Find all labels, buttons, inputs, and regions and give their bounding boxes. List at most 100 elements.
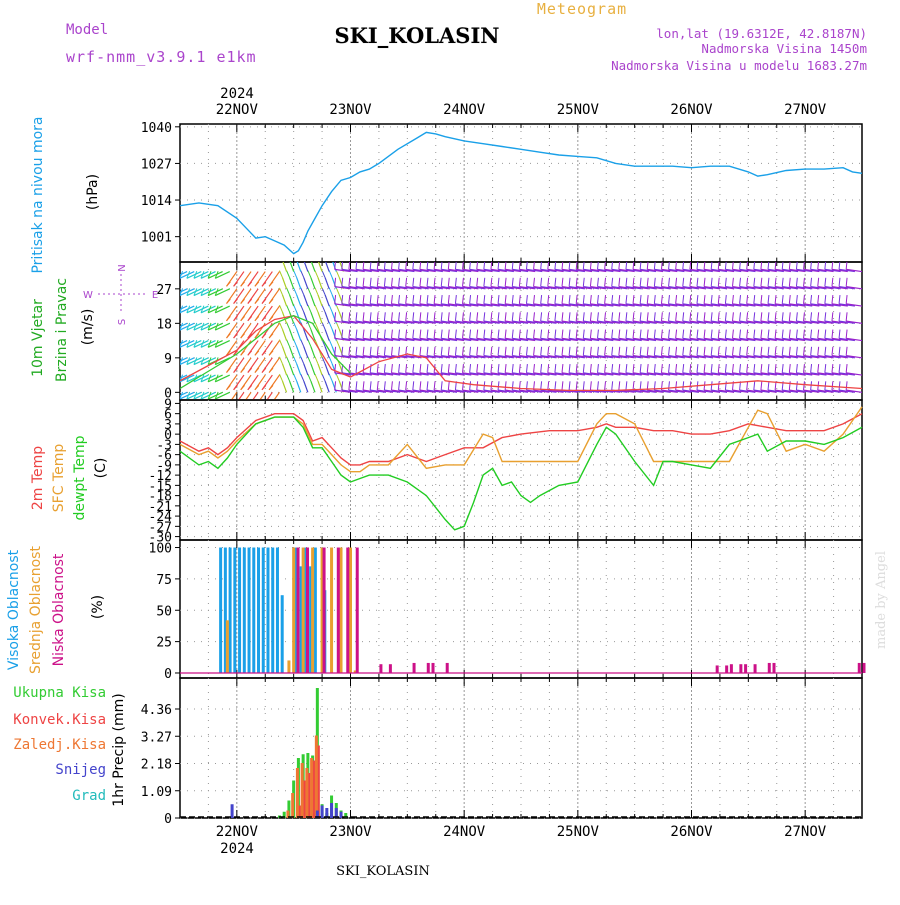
- wind-barb-flag: [476, 262, 479, 270]
- wind-barb-flag: [412, 346, 415, 356]
- cloud-bar: [349, 547, 352, 673]
- wind-barb: [817, 389, 834, 393]
- wind-barb-flag: [214, 340, 219, 348]
- wind-barb: [625, 286, 642, 290]
- wind-barb: [640, 303, 657, 307]
- wind-barb-flag: [604, 363, 607, 373]
- wind-barb-flag: [497, 277, 500, 287]
- wind-barb-flag: [180, 271, 184, 279]
- wind-barb-flag: [226, 281, 231, 287]
- wind-barb: [341, 286, 358, 290]
- ytick-label: 0: [164, 812, 172, 827]
- top-date-label: 26NOV: [670, 102, 713, 118]
- wind-barb: [441, 268, 458, 273]
- cloud-bar: [225, 620, 229, 673]
- wind-barb: [448, 320, 465, 324]
- wind-barb: [355, 389, 372, 393]
- wind-barb-flag: [383, 262, 386, 270]
- wind-barb-flag: [547, 312, 550, 322]
- wind-barb-flag: [611, 277, 614, 287]
- wind-barb-flag: [611, 381, 614, 391]
- wind-barb: [767, 372, 784, 376]
- wind-barb: [497, 337, 514, 342]
- wind-barb-flag: [447, 277, 450, 287]
- wind-barb-flag: [760, 277, 763, 287]
- wind-barb-flag: [817, 346, 820, 356]
- wind-barb-flag: [753, 329, 756, 339]
- wind-barb: [647, 320, 664, 324]
- wind-barb: [419, 268, 436, 273]
- wind-barb-flag: [278, 287, 283, 296]
- wind-barb-flag: [440, 363, 443, 373]
- wind-barb-flag: [845, 294, 848, 304]
- ytick-label: 1027: [141, 157, 172, 172]
- wind-barb: [654, 389, 671, 393]
- wind-barb-flag: [278, 339, 283, 347]
- wind-barb-flag: [226, 385, 231, 391]
- wind-barb: [207, 305, 223, 314]
- wind-barb: [817, 372, 834, 376]
- wind-barb-flag: [405, 363, 408, 373]
- temp-ylabel-sfc: SFC Temp: [51, 444, 67, 513]
- wind-barb: [533, 355, 550, 359]
- wind-barb-flag: [207, 305, 212, 314]
- wind-barb-flag: [334, 312, 337, 322]
- meteogram-title: Meteogram: [537, 0, 627, 18]
- wind-barb-flag: [440, 346, 443, 356]
- wind-barb-flag: [561, 329, 564, 339]
- wind-barb-flag: [369, 277, 372, 287]
- lonlat-label: lon,lat (19.6312E, 42.8187N): [656, 26, 867, 41]
- wind-barb: [661, 268, 678, 273]
- wind-barb-flag: [440, 294, 443, 304]
- wind-barb: [455, 286, 472, 290]
- wind-barb: [760, 303, 777, 307]
- wind-barb-flag: [547, 363, 550, 373]
- wind-barb: [604, 337, 621, 342]
- cloud-bar: [292, 547, 296, 673]
- wind-barb: [661, 303, 678, 307]
- wind-barb-flag: [639, 329, 642, 339]
- precip-bar: [286, 810, 290, 818]
- wind-barb: [441, 337, 458, 342]
- wind-barb-flag: [625, 294, 628, 304]
- wind-barb: [186, 322, 202, 331]
- cloud-bar: [313, 547, 317, 673]
- wind-barb-flag: [193, 374, 198, 383]
- wind-barb: [377, 303, 394, 307]
- wind-barbs: [180, 262, 862, 400]
- wind-barb-flag: [838, 329, 841, 339]
- wind-barb: [590, 320, 607, 324]
- wind-barb-flag: [426, 346, 429, 356]
- wind-barb-flag: [547, 329, 550, 339]
- wind-barb: [604, 320, 621, 324]
- wind-barb: [193, 288, 209, 297]
- cloud-bar: [426, 662, 430, 673]
- wind-barb-flag: [781, 262, 784, 270]
- wind-barb-flag: [490, 363, 493, 373]
- wind-barb: [512, 355, 529, 359]
- wind-barb-flag: [703, 294, 706, 304]
- wind-barb-flag: [639, 262, 642, 270]
- wind-barb: [186, 271, 202, 279]
- wind-barb-flag: [618, 262, 621, 270]
- wind-barb-flag: [504, 262, 507, 270]
- wind-barb: [419, 337, 436, 342]
- wind-barb: [803, 303, 820, 307]
- wind-barb-flag: [767, 262, 770, 270]
- wind-barb-flag: [810, 346, 813, 356]
- wind-barb: [519, 286, 536, 290]
- wind-barb-flag: [753, 363, 756, 373]
- wind-barb: [583, 268, 600, 273]
- wind-barb: [193, 374, 209, 383]
- wind-barb: [180, 374, 195, 383]
- wind-barb-flag: [547, 262, 550, 270]
- wind-barb: [554, 372, 571, 376]
- wind-barb-flag: [611, 294, 614, 304]
- wind-barb: [384, 372, 401, 376]
- wind-barb: [583, 355, 600, 359]
- wind-barb-flag: [348, 312, 351, 322]
- wind-barb-flag: [838, 262, 841, 270]
- wind-barb-flag: [646, 294, 649, 304]
- wind-barb-flag: [254, 281, 260, 287]
- wind-barb-flag: [454, 346, 457, 356]
